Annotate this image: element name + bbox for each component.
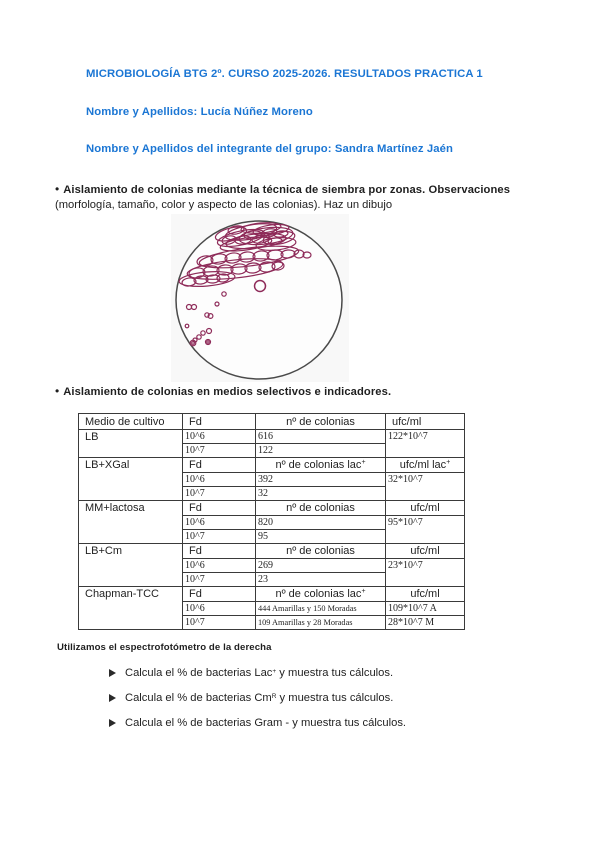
task-item-gram: Calcula el % de bacterias Gram - y muest… xyxy=(109,715,406,731)
ufc-value: 122*10^7 xyxy=(385,429,465,458)
fd-value: 10^6 xyxy=(182,515,256,530)
sub-header-fd: Fd xyxy=(182,543,256,559)
section-selective-media: • Aislamiento de colonias en medios selec… xyxy=(55,384,391,400)
arrow-bullet-icon xyxy=(109,668,116,677)
sub-header-ufc: ufc/ml lac+ xyxy=(385,457,465,473)
task-item-cmr: Calcula el % de bacterias CmR y muestra … xyxy=(109,690,406,706)
petri-dish-drawing xyxy=(171,214,349,382)
fd-value: 10^6 xyxy=(182,558,256,573)
colonies-value: 269 xyxy=(255,558,386,573)
group-member-line: Nombre y Apellidos del integrante del gr… xyxy=(86,143,454,155)
fd-value: 10^6 xyxy=(182,601,256,616)
sub-header-colonies: nº de colonias lac+ xyxy=(255,457,386,473)
sub-header-ufc: ufc/ml xyxy=(385,586,465,602)
table-header-row: Medio de cultivo Fd nº de colonias ufc/m… xyxy=(78,413,465,430)
colonies-value: 820 xyxy=(255,515,386,530)
bullet-icon: • xyxy=(55,384,60,398)
sub-header-ufc: ufc/ml xyxy=(385,500,465,516)
medium-lb-xgal: LB+XGal xyxy=(78,457,183,501)
table-row: 10^7 109 Amarillas y 28 Moradas 28*10^7 … xyxy=(79,615,465,630)
fd-value: 10^7 xyxy=(182,486,256,501)
fd-value: 10^7 xyxy=(182,529,256,544)
student-name-line: Nombre y Apellidos: Lucía Núñez Moreno xyxy=(86,106,313,118)
sub-header-fd: Fd xyxy=(182,586,256,602)
fd-value: 10^7 xyxy=(182,615,256,630)
section-isolation-streaking: • Aislamiento de colonias mediante la téc… xyxy=(55,182,560,212)
section-subtitle: (morfología, tamaño, color y aspecto de … xyxy=(55,198,393,211)
ufc-value: 95*10^7 xyxy=(385,515,465,544)
fd-value: 10^6 xyxy=(182,429,256,444)
table-subheader-row: LB+XGal Fd nº de colonias lac+ ufc/ml la… xyxy=(78,457,465,501)
col-header-medium: Medio de cultivo xyxy=(78,413,183,430)
table-subheader-row: Chapman-TCC Fd nº de colonias lac+ ufc/m… xyxy=(78,586,465,630)
fd-value: 10^7 xyxy=(182,443,256,458)
fd-value: 10^7 xyxy=(182,572,256,587)
isolated-colonies xyxy=(184,279,267,347)
ufc-value: 23*10^7 xyxy=(385,558,465,587)
colonies-value: 32 xyxy=(255,486,386,501)
colonies-value: 616 xyxy=(255,429,386,444)
sub-header-colonies: nº de colonias xyxy=(255,500,386,516)
task-text: Calcula el % de bacterias CmR y muestra … xyxy=(125,692,394,704)
colonies-value: 122 xyxy=(255,443,386,458)
sub-header-colonies: nº de colonias xyxy=(255,543,386,559)
document-title: MICROBIOLOGÍA BTG 2º. CURSO 2025-2026. R… xyxy=(86,68,483,80)
sub-header-fd: Fd xyxy=(182,500,256,516)
arrow-bullet-icon xyxy=(109,718,116,727)
colony-streak-tail xyxy=(178,271,236,287)
colony-streak-row3 xyxy=(186,258,285,280)
bullet-icon: • xyxy=(55,182,60,196)
spectrophotometer-note: Utilizamos el espectrofotómetro de la de… xyxy=(57,642,272,653)
results-table: Medio de cultivo Fd nº de colonias ufc/m… xyxy=(78,413,465,630)
colonies-value: 444 Amarillas y 150 Moradas xyxy=(255,601,386,616)
col-header-fd: Fd xyxy=(182,413,256,430)
col-header-colonies: nº de colonias xyxy=(255,413,386,430)
task-list: Calcula el % de bacterias Lac+ y muestra… xyxy=(109,665,406,740)
petri-dish-svg xyxy=(175,220,343,380)
dish-outline xyxy=(175,220,343,380)
colonies-value: 95 xyxy=(255,529,386,544)
sub-header-colonies: nº de colonias lac+ xyxy=(255,586,386,602)
colonies-value: 109 Amarillas y 28 Moradas xyxy=(255,615,386,630)
section-title-line: • Aislamiento de colonias mediante la téc… xyxy=(55,182,560,198)
sub-header-ufc: ufc/ml xyxy=(385,543,465,559)
medium-mm-lactosa: MM+lactosa xyxy=(78,500,183,544)
fd-value: 10^6 xyxy=(182,472,256,487)
medium-chapman-tcc: Chapman-TCC xyxy=(78,586,183,630)
medium-lb-cm: LB+Cm xyxy=(78,543,183,587)
ufc-value: 109*10^7 A xyxy=(385,601,465,616)
table-row: LB 10^6 616 122*10^7 xyxy=(78,429,465,458)
colony-streak-blob xyxy=(214,222,297,252)
task-item-lac: Calcula el % de bacterias Lac+ y muestra… xyxy=(109,665,406,681)
sub-header-fd: Fd xyxy=(182,457,256,473)
section-title: Aislamiento de colonias en medios select… xyxy=(63,386,392,398)
colonies-value: 23 xyxy=(255,572,386,587)
table-row: 10^6 392 32*10^7 xyxy=(79,472,465,501)
task-text: Calcula el % de bacterias Lac+ y muestra… xyxy=(125,667,394,679)
table-subheader-row: MM+lactosa Fd nº de colonias ufc/ml xyxy=(78,500,465,544)
table-subheader-row: LB+Cm Fd nº de colonias ufc/ml xyxy=(78,543,465,587)
section-title: Aislamiento de colonias mediante la técn… xyxy=(63,184,511,196)
ufc-value: 28*10^7 M xyxy=(385,615,465,630)
colony-streak-row2 xyxy=(196,245,312,269)
task-text: Calcula el % de bacterias Gram - y muest… xyxy=(125,717,407,729)
col-header-ufc: ufc/ml xyxy=(385,413,465,430)
colonies-value: 392 xyxy=(255,472,386,487)
medium-lb: LB xyxy=(78,429,183,458)
arrow-bullet-icon xyxy=(109,693,116,702)
ufc-value: 32*10^7 xyxy=(385,472,465,501)
